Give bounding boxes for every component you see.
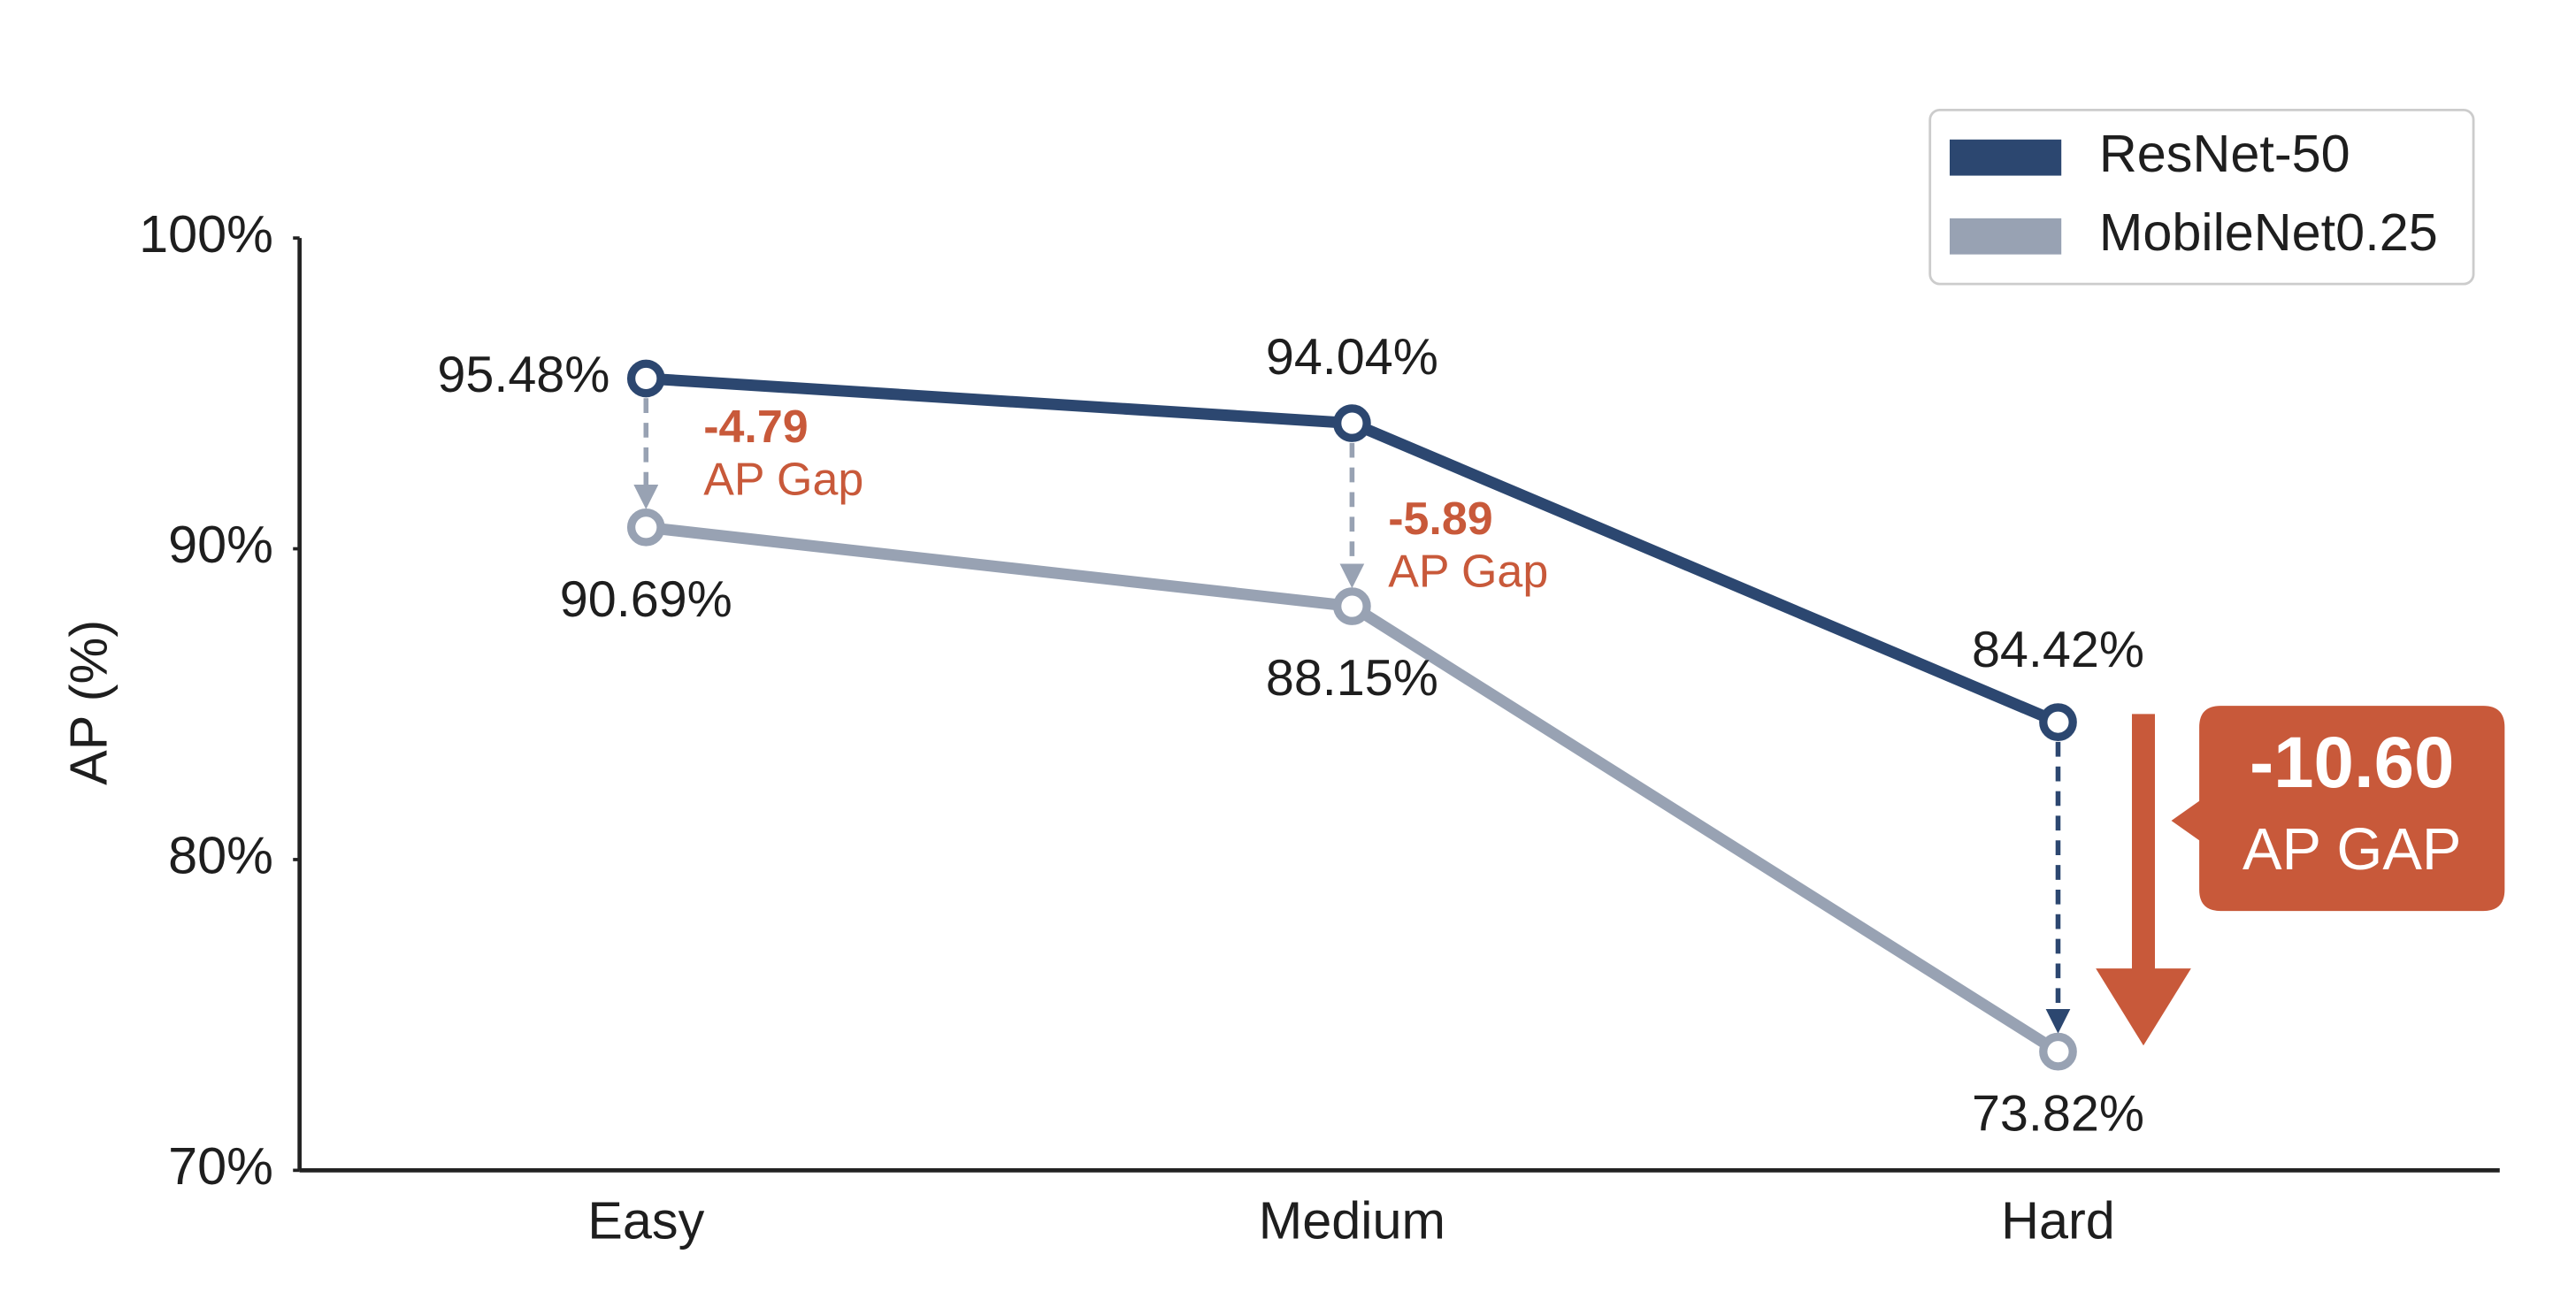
gap-annotation: AP Gap (703, 454, 863, 505)
legend-label: ResNet-50 (2099, 124, 2350, 183)
data-point (1333, 587, 1371, 625)
y-tick-label: 80% (168, 826, 273, 885)
legend-swatch (1949, 139, 2062, 176)
value-label: 90.69% (560, 571, 732, 628)
callout-value: -10.60 (2250, 723, 2455, 803)
value-label: 88.15% (1266, 650, 1438, 707)
y-tick-label: 90% (168, 515, 273, 574)
x-tick-label: Hard (2001, 1190, 2115, 1250)
value-label: 73.82% (1972, 1086, 2144, 1143)
y-tick-label: 70% (168, 1136, 273, 1196)
gap-annotation: AP Gap (1388, 546, 1548, 597)
gap-big-arrow (2096, 714, 2191, 1046)
callout-label: AP GAP (2242, 817, 2462, 883)
legend-swatch (1949, 218, 2062, 255)
y-tick-label: 100% (139, 204, 273, 264)
value-label: 94.04% (1266, 329, 1438, 386)
x-tick-label: Medium (1259, 1190, 1445, 1250)
legend: ResNet-50 MobileNet0.25 (1928, 108, 2475, 286)
data-point (1333, 404, 1371, 442)
gap-annotation: -5.89 (1388, 493, 1492, 545)
x-tick-label: Easy (587, 1190, 704, 1250)
value-label: 84.42% (1972, 622, 2144, 678)
legend-label: MobileNet0.25 (2099, 203, 2438, 262)
gap-annotation: -4.79 (703, 401, 808, 453)
data-point (626, 359, 665, 398)
value-label: 95.48% (437, 347, 610, 403)
data-point (2039, 1032, 2077, 1071)
data-point (2039, 703, 2077, 741)
data-point (626, 508, 665, 547)
legend-box (1928, 108, 2475, 286)
callout-box (2171, 706, 2505, 912)
y-axis-label: AP (%) (58, 620, 118, 785)
